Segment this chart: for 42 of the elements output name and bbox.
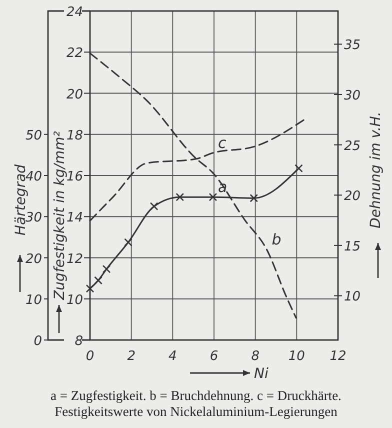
- x-axis-title: Ni: [254, 366, 268, 382]
- point: [102, 264, 111, 274]
- y3-tick-label: 15: [344, 239, 361, 254]
- point: [86, 284, 94, 293]
- y-tick-label: 8: [74, 334, 83, 349]
- y2-tick-label: 20: [25, 252, 42, 267]
- y3-tick-label: 20: [344, 189, 361, 204]
- y3-axis-title: Dehnung im v.H.: [368, 112, 384, 228]
- y2-tick-label: 50: [25, 128, 42, 144]
- y3-tick-label: 30: [344, 88, 361, 104]
- y-tick-label: 20: [66, 87, 83, 102]
- point: [124, 238, 132, 246]
- x-tick-label: 6: [210, 349, 218, 364]
- x-tick-label: 10: [288, 349, 305, 364]
- y2-tick-label: 0: [34, 334, 42, 349]
- point: [94, 276, 102, 285]
- y3-tick-label: 25: [344, 138, 361, 154]
- point: [250, 194, 258, 202]
- y-tick-label: 22: [66, 46, 83, 62]
- point: [176, 192, 184, 202]
- y-tick-label: 12: [66, 252, 83, 267]
- y-tick-label: 14: [66, 210, 83, 226]
- x-tick-label: 2: [127, 349, 136, 364]
- y3-tick-label: 35: [344, 38, 361, 54]
- x-tick-label: 12: [330, 349, 346, 364]
- text: Festigkeitswerte von Nickelaluminium-Legierungen: [54, 404, 338, 419]
- series-label: c: [218, 134, 227, 152]
- x-tick-label: 8: [251, 349, 260, 364]
- point: [150, 202, 158, 210]
- text: a = Zugfestigkeit. b = Bruchdehnung. c = Druckhärte.: [50, 388, 342, 403]
- x-tick-label: 4: [168, 349, 177, 364]
- y-tick-label: 10: [66, 292, 83, 308]
- y-tick-label: 24: [66, 5, 83, 20]
- point: [294, 164, 303, 172]
- y3-tick-label: 10: [344, 290, 361, 305]
- y-axis-title: Zugfestigkeit in kg/mm²: [52, 130, 68, 301]
- x-tick-label: 0: [86, 349, 94, 364]
- y-tick-label: 18: [66, 128, 83, 144]
- series-label: b: [272, 230, 282, 248]
- y2-tick-label: 10: [25, 292, 42, 308]
- y-tick-label: 16: [66, 170, 83, 184]
- point: [208, 192, 218, 202]
